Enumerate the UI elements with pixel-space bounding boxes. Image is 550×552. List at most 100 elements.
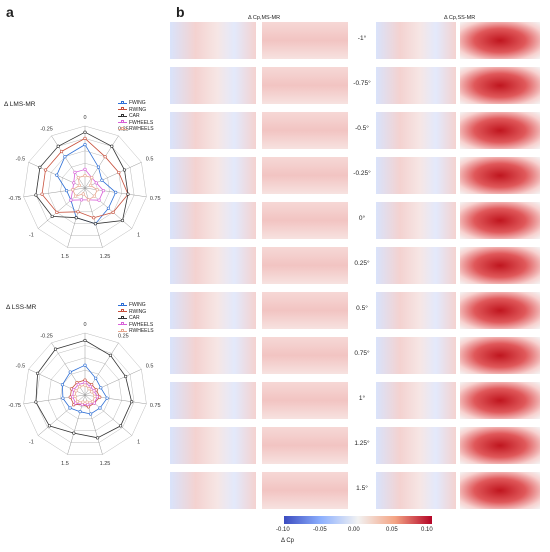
map-ms-side	[262, 472, 348, 509]
radar-point	[34, 400, 38, 404]
radar-ring	[23, 125, 147, 248]
legend-swatch	[118, 113, 127, 117]
legend-label: RWHEELS	[129, 328, 154, 334]
radar-point	[106, 206, 111, 210]
panel-b-label: b	[176, 4, 185, 20]
map-ss-bottom	[376, 427, 456, 464]
radar-point	[95, 436, 100, 440]
row-label-yaw: -1°	[357, 35, 367, 42]
map-ss-side	[460, 472, 540, 509]
radar-point	[79, 198, 84, 202]
legend-item-car: CAR	[118, 113, 154, 120]
radar-spoke	[84, 135, 119, 189]
map-ss-side	[460, 337, 540, 374]
radar-category-label: -0.5	[16, 157, 25, 163]
legend-label: FWING	[129, 302, 146, 308]
legend-item-rwing: RWING	[118, 309, 154, 316]
map-ms-bottom	[170, 472, 256, 509]
map-ms-side	[262, 337, 348, 374]
map-ms-side	[262, 67, 348, 104]
radar-series-fwing	[61, 364, 108, 415]
radar-point	[93, 394, 97, 399]
radar-point	[110, 144, 114, 148]
map-ms-bottom	[170, 247, 256, 284]
radar-point	[119, 424, 123, 428]
radar-point	[73, 170, 77, 174]
map-ms-bottom	[170, 292, 256, 329]
map-ss-side	[460, 112, 540, 149]
radar-ring	[35, 345, 135, 443]
radar-point	[88, 412, 93, 416]
radar-point	[76, 175, 80, 180]
radar-bottom-legend: FWING RWING CAR FWHEELS RWHEELS	[118, 302, 154, 335]
radar-point	[34, 193, 38, 197]
radar-point	[130, 400, 134, 404]
row-label-yaw: 1.25°	[354, 440, 370, 447]
radar-category-label: 1	[137, 439, 140, 445]
row-label-yaw: -0.75°	[353, 80, 371, 87]
row-label-yaw: 0.25°	[354, 260, 370, 267]
cbar-tick-4: 0.05	[386, 527, 398, 533]
radar-category-label: 0.75	[150, 196, 161, 202]
radar-point	[72, 181, 76, 185]
row-label-yaw: 0.5°	[356, 305, 368, 312]
radar-point	[103, 155, 107, 159]
radar-point	[92, 194, 96, 198]
radar-top-ylabel: Δ LMS-MR	[4, 101, 36, 108]
map-ms-side	[262, 382, 348, 419]
map-ss-side	[460, 427, 540, 464]
radar-point	[99, 386, 103, 390]
map-ss-bottom	[376, 157, 456, 194]
map-ss-side	[460, 67, 540, 104]
radar-point	[50, 214, 54, 219]
legend-swatch	[118, 120, 127, 124]
map-ss-bottom	[376, 247, 456, 284]
legend-swatch	[118, 107, 127, 111]
map-ms-side	[262, 22, 348, 59]
map-ms-side	[262, 112, 348, 149]
radar-point	[126, 192, 130, 196]
radar-point	[83, 363, 87, 367]
radar-point	[83, 142, 87, 147]
radar-category-label: 0.75	[150, 403, 161, 409]
map-ss-bottom	[376, 67, 456, 104]
legend-swatch	[118, 309, 127, 313]
radar-ring	[23, 332, 147, 455]
radar-point	[94, 376, 98, 380]
map-ss-bottom	[376, 22, 456, 59]
radar-point	[47, 424, 51, 428]
radar-point	[71, 188, 75, 192]
map-ss-side	[460, 157, 540, 194]
col-head-ss-mr: Δ Cp,SS-MR	[444, 15, 476, 21]
panel-a-label: a	[6, 4, 14, 20]
radar-category-label: 1.25	[100, 254, 111, 260]
map-ms-side	[262, 247, 348, 284]
cbar-tick-1: -0.10	[276, 527, 290, 533]
map-ss-side	[460, 382, 540, 419]
radar-point	[53, 347, 58, 351]
radar-category-label: 1	[137, 232, 140, 238]
map-ms-bottom	[170, 427, 256, 464]
radar-point	[86, 198, 91, 202]
radar-point	[60, 383, 65, 387]
legend-item-fwheels: FWHEELS	[118, 322, 154, 329]
map-ss-bottom	[376, 112, 456, 149]
radar-spoke	[84, 162, 142, 189]
legend-label: RWING	[129, 308, 147, 315]
legend-item-car: CAR	[118, 315, 154, 322]
radar-point	[83, 167, 87, 171]
pressure-map-grid: -1° -0.75° -0.5° -0.25° 0° 0.25° 0.5° 0.75° 1° 1.…	[170, 20, 540, 515]
radar-point	[124, 374, 128, 379]
legend-swatch	[118, 100, 127, 104]
colorbar	[284, 516, 432, 524]
radar-point	[117, 170, 121, 175]
legend-label: CAR	[129, 113, 140, 119]
col-head-ms-mr: Δ Cp,MS-MR	[248, 15, 281, 21]
radar-point	[122, 168, 127, 172]
legend-label: CAR	[129, 315, 140, 321]
radar-point	[93, 222, 98, 226]
radar-category-label: 0	[83, 322, 86, 328]
legend-label: RWHEELS	[129, 126, 154, 132]
row-label-yaw: 0.75°	[354, 350, 370, 357]
